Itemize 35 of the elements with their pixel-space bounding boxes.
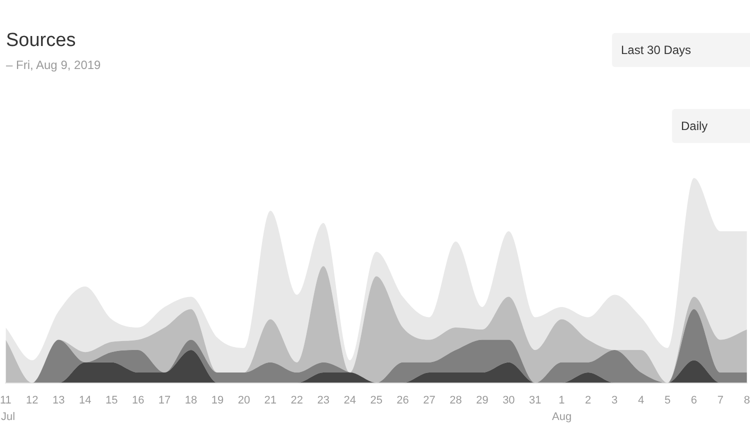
x-tick-label: 2: [585, 394, 592, 406]
text: Daily: [672, 109, 750, 143]
x-tick-label: 21: [264, 394, 277, 406]
x-tick-label: 17: [158, 394, 171, 406]
x-tick-label: 23: [317, 394, 330, 406]
x-tick-label: 4: [638, 394, 644, 406]
x-tick-label: 6: [690, 394, 698, 406]
x-tick-label: 1: [558, 394, 565, 406]
text: Aug: [552, 411, 572, 423]
x-tick-label: 12: [26, 394, 38, 406]
chart-title: Sources: [6, 30, 76, 52]
x-tick-label: 7: [717, 394, 724, 406]
x-tick-label: 29: [476, 394, 488, 406]
x-tick-label: 3: [612, 394, 618, 406]
x-tick-label: 26: [396, 394, 409, 406]
text: Jul: [1, 411, 16, 423]
x-tick-label: 8: [744, 394, 750, 406]
x-tick-label: 20: [238, 394, 250, 406]
text: Last 30 Days: [612, 33, 750, 67]
chart-subtitle: – Fri, Aug 9, 2019: [6, 58, 101, 72]
x-tick-label: 28: [450, 394, 462, 406]
x-tick-label: 22: [290, 394, 304, 406]
x-tick-label: 5: [664, 394, 671, 406]
x-tick-label: 14: [79, 394, 92, 406]
x-tick-label: 25: [370, 394, 382, 406]
x-tick-label: 31: [529, 394, 542, 406]
x-tick-label: 30: [502, 394, 515, 406]
x-tick-label: 18: [184, 394, 198, 406]
x-tick-label: 24: [344, 394, 356, 406]
x-tick-label: 13: [52, 394, 65, 406]
x-tick-label: 27: [423, 394, 436, 406]
x-tick-label: 15: [105, 394, 118, 406]
x-tick-label: 16: [132, 394, 144, 406]
x-tick-label: 11: [0, 394, 12, 406]
x-tick-label: 19: [211, 394, 224, 406]
